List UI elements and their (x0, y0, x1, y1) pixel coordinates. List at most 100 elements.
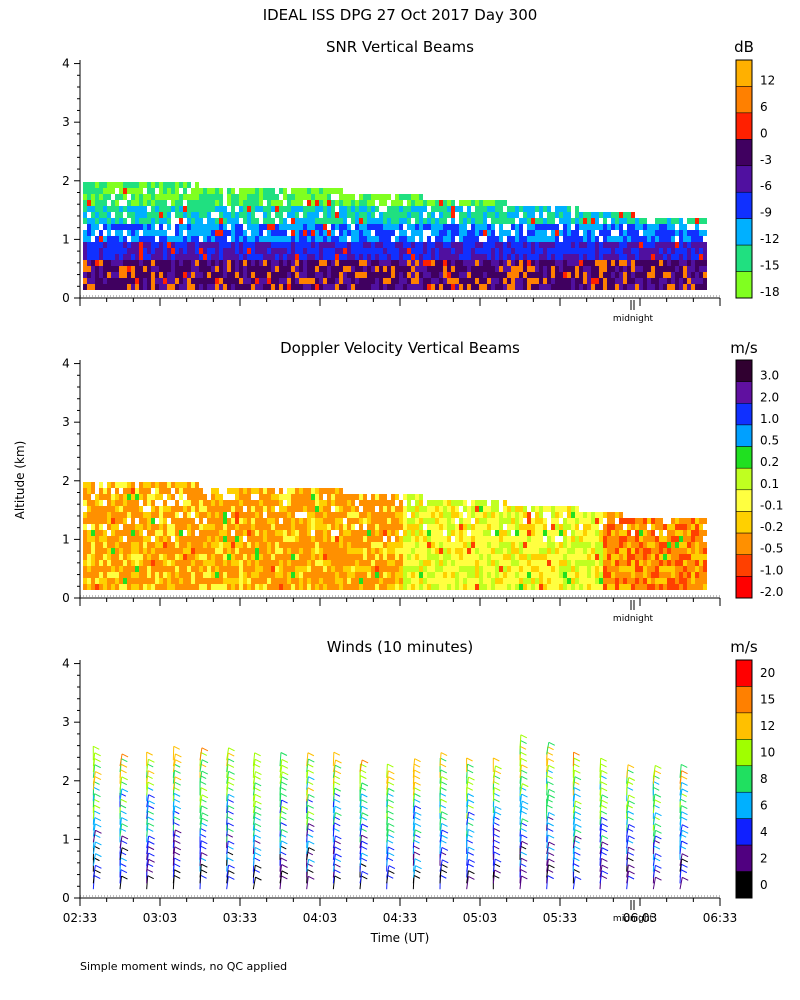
heatmap-cell (259, 200, 263, 206)
heatmap-cell (119, 254, 123, 260)
heatmap-cell (115, 584, 119, 590)
heatmap-cell (219, 500, 223, 506)
heatmap-cell (327, 278, 331, 284)
heatmap-cell (383, 530, 387, 536)
wind-barb-flag (228, 776, 235, 781)
heatmap-cell (691, 260, 695, 266)
heatmap-cell (367, 578, 371, 584)
heatmap-cell (539, 542, 543, 548)
heatmap-cell (139, 182, 143, 188)
heatmap-cell (371, 548, 375, 554)
heatmap-cell (127, 266, 131, 272)
heatmap-cell (563, 524, 567, 530)
heatmap-cell (635, 530, 639, 536)
heatmap-cell (95, 254, 99, 260)
heatmap-cell (427, 542, 431, 548)
wind-barb-flag (173, 822, 180, 826)
heatmap-cell (163, 218, 167, 224)
heatmap-cell (347, 200, 351, 206)
heatmap-cell (579, 242, 583, 248)
heatmap-cell (455, 284, 459, 290)
heatmap-cell (151, 260, 155, 266)
heatmap-cell (439, 512, 443, 518)
heatmap-cell (323, 194, 327, 200)
wind-barb (119, 776, 123, 790)
heatmap-cell (191, 218, 195, 224)
heatmap-cell (211, 260, 215, 266)
heatmap-cell (139, 530, 143, 536)
heatmap-cell (583, 266, 587, 272)
heatmap-cell (167, 482, 171, 488)
heatmap-cell (555, 254, 559, 260)
heatmap-cell (551, 230, 555, 236)
heatmap-cell (695, 524, 699, 530)
heatmap-cell (415, 584, 419, 590)
heatmap-cell (567, 560, 571, 566)
heatmap-cell (499, 530, 503, 536)
heatmap-cell (511, 536, 515, 542)
heatmap-cell (399, 230, 403, 236)
heatmap-cell (559, 218, 563, 224)
heatmap-cell (367, 206, 371, 212)
heatmap-cell (399, 236, 403, 242)
heatmap-cell (139, 254, 143, 260)
heatmap-cell (251, 488, 255, 494)
heatmap-cell (523, 506, 527, 512)
heatmap-cell (651, 518, 655, 524)
heatmap-cell (295, 500, 299, 506)
heatmap-cell (511, 572, 515, 578)
wind-barb-flag (254, 758, 262, 763)
heatmap-cell (647, 530, 651, 536)
heatmap-cell (363, 566, 367, 572)
heatmap-cell (375, 512, 379, 518)
heatmap-cell (127, 512, 131, 518)
heatmap-cell (499, 218, 503, 224)
heatmap-cell (447, 506, 451, 512)
heatmap-cell (603, 242, 607, 248)
heatmap-cell (667, 278, 671, 284)
heatmap-cell (275, 212, 279, 218)
heatmap-cell (307, 242, 311, 248)
heatmap-cell (283, 494, 287, 500)
heatmap-cell (295, 248, 299, 254)
heatmap-cell (415, 242, 419, 248)
heatmap-cell (227, 560, 231, 566)
heatmap-cell (323, 518, 327, 524)
heatmap-cell (335, 494, 339, 500)
heatmap-cell (511, 560, 515, 566)
heatmap-cell (135, 512, 139, 518)
heatmap-cell (131, 272, 135, 278)
heatmap-cell (679, 260, 683, 266)
heatmap-cell (523, 254, 527, 260)
heatmap-cell (439, 260, 443, 266)
heatmap-cell (603, 566, 607, 572)
heatmap-cell (675, 560, 679, 566)
heatmap-cell (179, 524, 183, 530)
heatmap-cell (427, 500, 431, 506)
heatmap-cell (359, 572, 363, 578)
heatmap-cell (631, 578, 635, 584)
heatmap-cell (491, 206, 495, 212)
heatmap-cell (515, 536, 519, 542)
heatmap-cell (115, 278, 119, 284)
heatmap-cell (87, 506, 91, 512)
heatmap-cell (103, 584, 107, 590)
heatmap-cell (327, 566, 331, 572)
heatmap-cell (639, 284, 643, 290)
heatmap-cell (603, 224, 607, 230)
heatmap-cell (431, 278, 435, 284)
wind-barb (199, 805, 202, 819)
heatmap-cell (383, 224, 387, 230)
heatmap-cell (447, 578, 451, 584)
heatmap-cell (591, 254, 595, 260)
heatmap-cell (391, 206, 395, 212)
heatmap-cell (187, 554, 191, 560)
heatmap-cell (515, 266, 519, 272)
heatmap-cell (287, 278, 291, 284)
heatmap-cell (215, 578, 219, 584)
heatmap-cell (527, 542, 531, 548)
heatmap-cell (683, 530, 687, 536)
heatmap-cell (199, 518, 203, 524)
wind-barb (172, 776, 176, 790)
wind-profile (146, 751, 155, 890)
